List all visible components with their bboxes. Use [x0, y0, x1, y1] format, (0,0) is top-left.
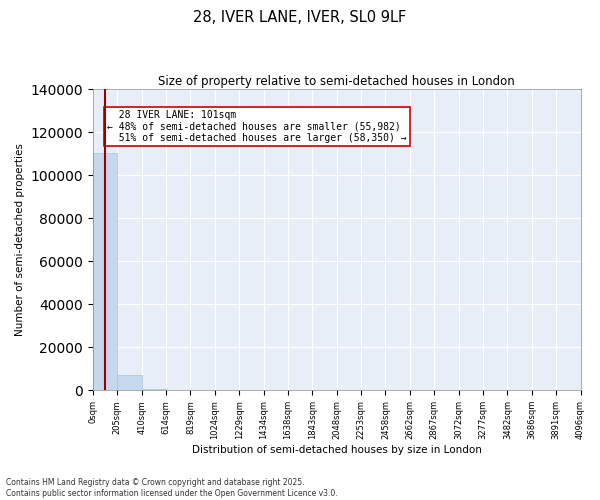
Y-axis label: Number of semi-detached properties: Number of semi-detached properties — [15, 144, 25, 336]
Title: Size of property relative to semi-detached houses in London: Size of property relative to semi-detach… — [158, 75, 515, 88]
Text: 28, IVER LANE, IVER, SL0 9LF: 28, IVER LANE, IVER, SL0 9LF — [193, 10, 407, 25]
X-axis label: Distribution of semi-detached houses by size in London: Distribution of semi-detached houses by … — [192, 445, 482, 455]
Bar — [142, 388, 166, 390]
Text: 28 IVER LANE: 101sqm  
← 48% of semi-detached houses are smaller (55,982)
  51% : 28 IVER LANE: 101sqm ← 48% of semi-detac… — [107, 110, 407, 144]
Text: Contains HM Land Registry data © Crown copyright and database right 2025.
Contai: Contains HM Land Registry data © Crown c… — [6, 478, 338, 498]
Bar — [117, 376, 142, 390]
Bar — [93, 153, 117, 390]
